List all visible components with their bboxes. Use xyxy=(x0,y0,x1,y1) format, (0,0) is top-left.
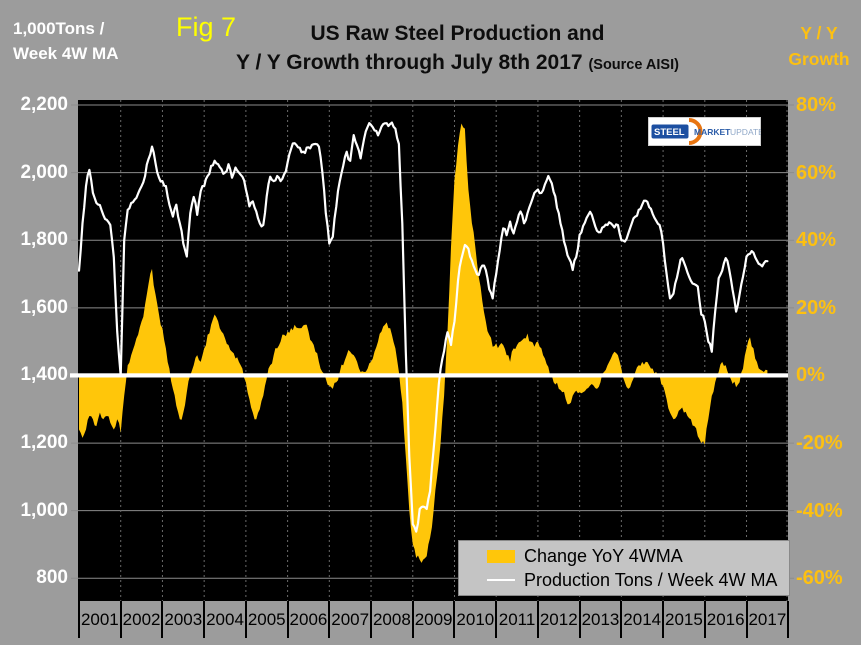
right-axis-tick-label: -60% xyxy=(796,567,843,590)
legend-item-production: Production Tons / Week 4W MA xyxy=(487,570,789,590)
x-axis-year-label: 2002 xyxy=(122,610,161,629)
logo-graphic: STEEL MARKET UPDATE xyxy=(651,118,764,145)
x-axis-year-separator xyxy=(370,601,373,638)
zero-percent-line xyxy=(70,373,788,378)
left-axis-tick-label: 2,200 xyxy=(20,94,68,115)
left-axis-tick-label: 1,200 xyxy=(20,432,68,454)
logo-word-market: MARKET xyxy=(694,127,731,137)
x-axis-year-separator xyxy=(286,601,289,638)
chart-title-line2: Y / Y Growth through July 8th 2017 (Sour… xyxy=(185,48,730,80)
x-axis-year-separator xyxy=(495,601,498,638)
right-axis-tick-label: 80% xyxy=(796,93,837,116)
series-area-change-yoy xyxy=(79,123,768,563)
x-axis-year-label: 2005 xyxy=(247,610,286,629)
x-axis-year-label: 2007 xyxy=(331,610,370,629)
x-axis-year-label: 2006 xyxy=(289,610,328,629)
right-axis-title-line2: Growth xyxy=(788,49,850,69)
x-axis-year-label: 2010 xyxy=(456,610,495,629)
x-axis-year-separator xyxy=(203,601,206,638)
x-axis-year-separator xyxy=(578,601,581,638)
x-axis-year-separator xyxy=(453,601,456,638)
left-axis-tick-label: 2,000 xyxy=(20,161,68,183)
right-axis-tick-label: -40% xyxy=(796,499,843,522)
left-axis-tick-label: 1,000 xyxy=(20,499,68,521)
right-axis-tick-label: 40% xyxy=(796,229,837,252)
x-axis-year-separator xyxy=(620,601,623,638)
x-axis-year-separator xyxy=(78,601,80,638)
series-line-production xyxy=(78,121,769,533)
right-axis-tick-label: -20% xyxy=(796,432,843,454)
x-axis-year-label: 2001 xyxy=(80,610,119,629)
x-axis-year-label: 2008 xyxy=(372,610,411,629)
left-axis-title-line2: Week 4W MA xyxy=(13,44,119,63)
legend-label-change-yoy: Change YoY 4WMA xyxy=(524,546,683,566)
legend-area-swatch-icon xyxy=(487,549,515,563)
x-axis-year-label: 2013 xyxy=(581,610,620,629)
left-axis-tick-label: 1,400 xyxy=(20,364,68,386)
legend-line-swatch-icon xyxy=(487,578,515,582)
right-axis-title: Y / Y Growth xyxy=(780,20,858,72)
x-axis-year-separator xyxy=(787,601,790,638)
x-axis-year-separator xyxy=(119,601,122,638)
right-axis-tick-label: 0% xyxy=(796,364,825,387)
chart-title-line1: US Raw Steel Production and xyxy=(310,22,605,45)
x-axis-year-separator xyxy=(244,601,247,638)
chart-title: US Raw Steel Production and Y / Y Growth… xyxy=(185,20,730,80)
right-axis-tick-label: 20% xyxy=(796,296,837,319)
x-axis-year-label: 2017 xyxy=(748,610,787,629)
left-axis-tick-label: 1,600 xyxy=(20,296,68,318)
x-axis-year-label: 2012 xyxy=(539,610,578,629)
x-axis-year-separator xyxy=(536,601,539,638)
steel-market-update-logo: STEEL MARKET UPDATE xyxy=(648,117,764,146)
x-axis-year-label: 2014 xyxy=(623,610,662,629)
x-axis-year-label: 2009 xyxy=(414,610,453,629)
x-axis-year-label: 2016 xyxy=(706,610,745,629)
x-axis-year-label: 2004 xyxy=(206,610,244,629)
x-axis-year-separator xyxy=(411,601,414,638)
x-axis-year-separator xyxy=(703,601,706,638)
x-axis-year-label: 2015 xyxy=(665,610,703,629)
logo-word-steel: STEEL xyxy=(654,127,685,138)
left-axis-title: 1,000Tons / Week 4W MA xyxy=(13,16,119,66)
legend-item-change-yoy: Change YoY 4WMA xyxy=(487,546,789,566)
figure-number-label: Fig 7 xyxy=(176,12,237,42)
x-axis-year-label: 2011 xyxy=(498,610,536,629)
plot-area xyxy=(78,100,788,601)
logo-word-update: UPDATE xyxy=(730,127,761,137)
x-axis-year-separator xyxy=(161,601,164,638)
left-axis-tick-label: 1,800 xyxy=(20,229,68,251)
chart-title-source: (Source AISI) xyxy=(588,57,679,73)
logo-steel-badge xyxy=(651,124,689,139)
x-axis-year-separator xyxy=(662,601,665,638)
x-axis-year-label: 2003 xyxy=(164,610,203,629)
logo-orange-swoosh-icon xyxy=(688,118,703,145)
legend: Change YoY 4WMA Production Tons / Week 4… xyxy=(458,540,790,596)
left-axis-title-line1: 1,000Tons / xyxy=(13,19,105,38)
left-axis-tick-label: 800 xyxy=(36,567,68,589)
legend-label-production: Production Tons / Week 4W MA xyxy=(524,570,778,590)
right-axis-tick-label: 60% xyxy=(796,161,837,184)
x-axis-year-separator xyxy=(328,601,331,638)
right-axis-title-line1: Y / Y xyxy=(800,23,838,43)
x-axis-year-separator xyxy=(745,601,748,638)
chart-title-line2-text: Y / Y Growth through July 8th 2017 xyxy=(236,51,583,74)
